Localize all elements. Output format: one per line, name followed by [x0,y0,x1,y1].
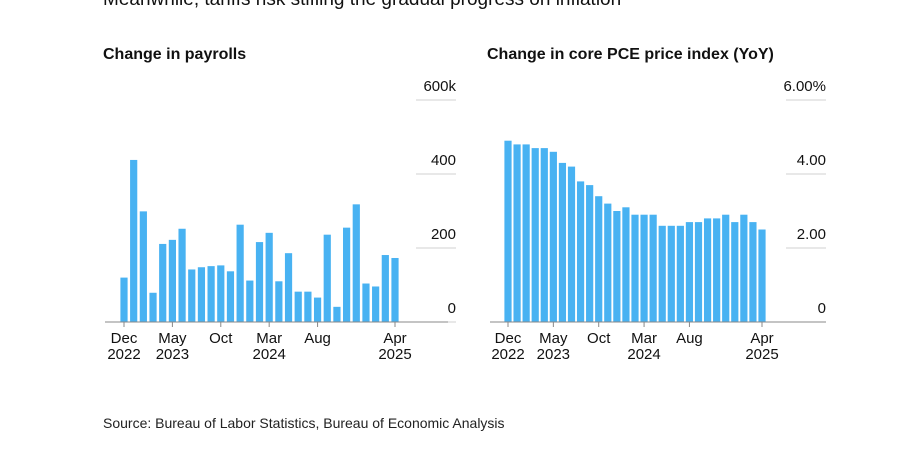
bar [576,181,585,322]
bar [391,257,399,322]
y-tick-label: 0 [448,300,456,317]
bar [540,148,548,322]
bar [676,225,684,322]
y-tick-label: 6.00% [783,78,826,95]
x-tick-label: Dec 2022 [107,330,141,363]
bar [649,214,657,322]
bar [226,271,235,322]
bar [749,222,757,322]
x-tick-label: Oct [209,330,233,347]
bar [236,224,244,322]
x-tick-label: Aug [304,330,331,347]
bar [178,228,186,322]
bar [667,225,675,322]
x-tick-label: Apr 2025 [378,330,412,363]
y-tick-label: 400 [431,152,456,169]
x-tick-label: Aug [676,330,703,347]
bar [381,255,389,322]
source: Source: Bureau of Labor Statistics, Bure… [103,415,505,431]
x-tick-label: Mar 2024 [252,330,286,363]
bar [265,232,273,322]
y-tick-label: 200 [431,226,456,243]
bar [531,148,539,322]
bar [139,211,147,322]
y-tick-label: 2.00 [797,226,826,243]
headline: Meanwhile, tariffs risk stifling the gra… [103,0,621,11]
bar [758,229,766,322]
x-tick-label: Dec 2022 [491,330,525,363]
bar [217,265,225,322]
bar [275,281,283,322]
bar [595,196,603,322]
bar [333,306,341,322]
x-tick-label: Apr 2025 [745,330,779,363]
bar [246,280,254,322]
bar [658,225,666,322]
bar [362,283,370,322]
bar [604,203,612,322]
bar [740,214,748,322]
bar [168,239,176,322]
y-tick-label: 4.00 [797,152,826,169]
bar [313,297,322,322]
bar [343,227,351,322]
bar [558,162,567,322]
y-tick-label: 0 [818,300,826,317]
bar [120,277,128,322]
bar [713,218,721,322]
x-tick-label: Mar 2024 [627,330,661,363]
bar [613,211,621,322]
chart-title: Change in payrolls [103,46,247,63]
bar [304,291,312,322]
bar [294,291,302,322]
x-tick-label: May 2023 [155,330,190,363]
chart-title: Change in core PCE price index (YoY) [487,46,774,63]
y-tick-label: 600k [423,78,456,95]
bar [188,269,196,322]
bar [586,185,594,322]
bar [685,222,694,322]
bar [567,166,576,322]
bar [197,267,206,322]
bar [372,286,380,322]
bar [513,144,521,322]
bar [722,214,730,322]
bar [631,214,639,322]
bar [159,243,167,322]
bar [284,253,293,322]
bar [323,234,331,322]
bar [522,144,530,322]
x-tick-label: May 2023 [536,330,571,363]
bar [255,242,264,322]
bar [207,266,215,322]
bar [622,207,630,322]
bar [130,159,138,322]
x-tick-label: Oct [587,330,611,347]
bar [640,214,648,322]
bar [149,292,157,322]
bar [352,204,360,322]
bar [549,151,557,322]
bar [504,140,512,322]
bar [731,222,739,322]
bar [703,218,712,322]
bar [694,222,703,322]
